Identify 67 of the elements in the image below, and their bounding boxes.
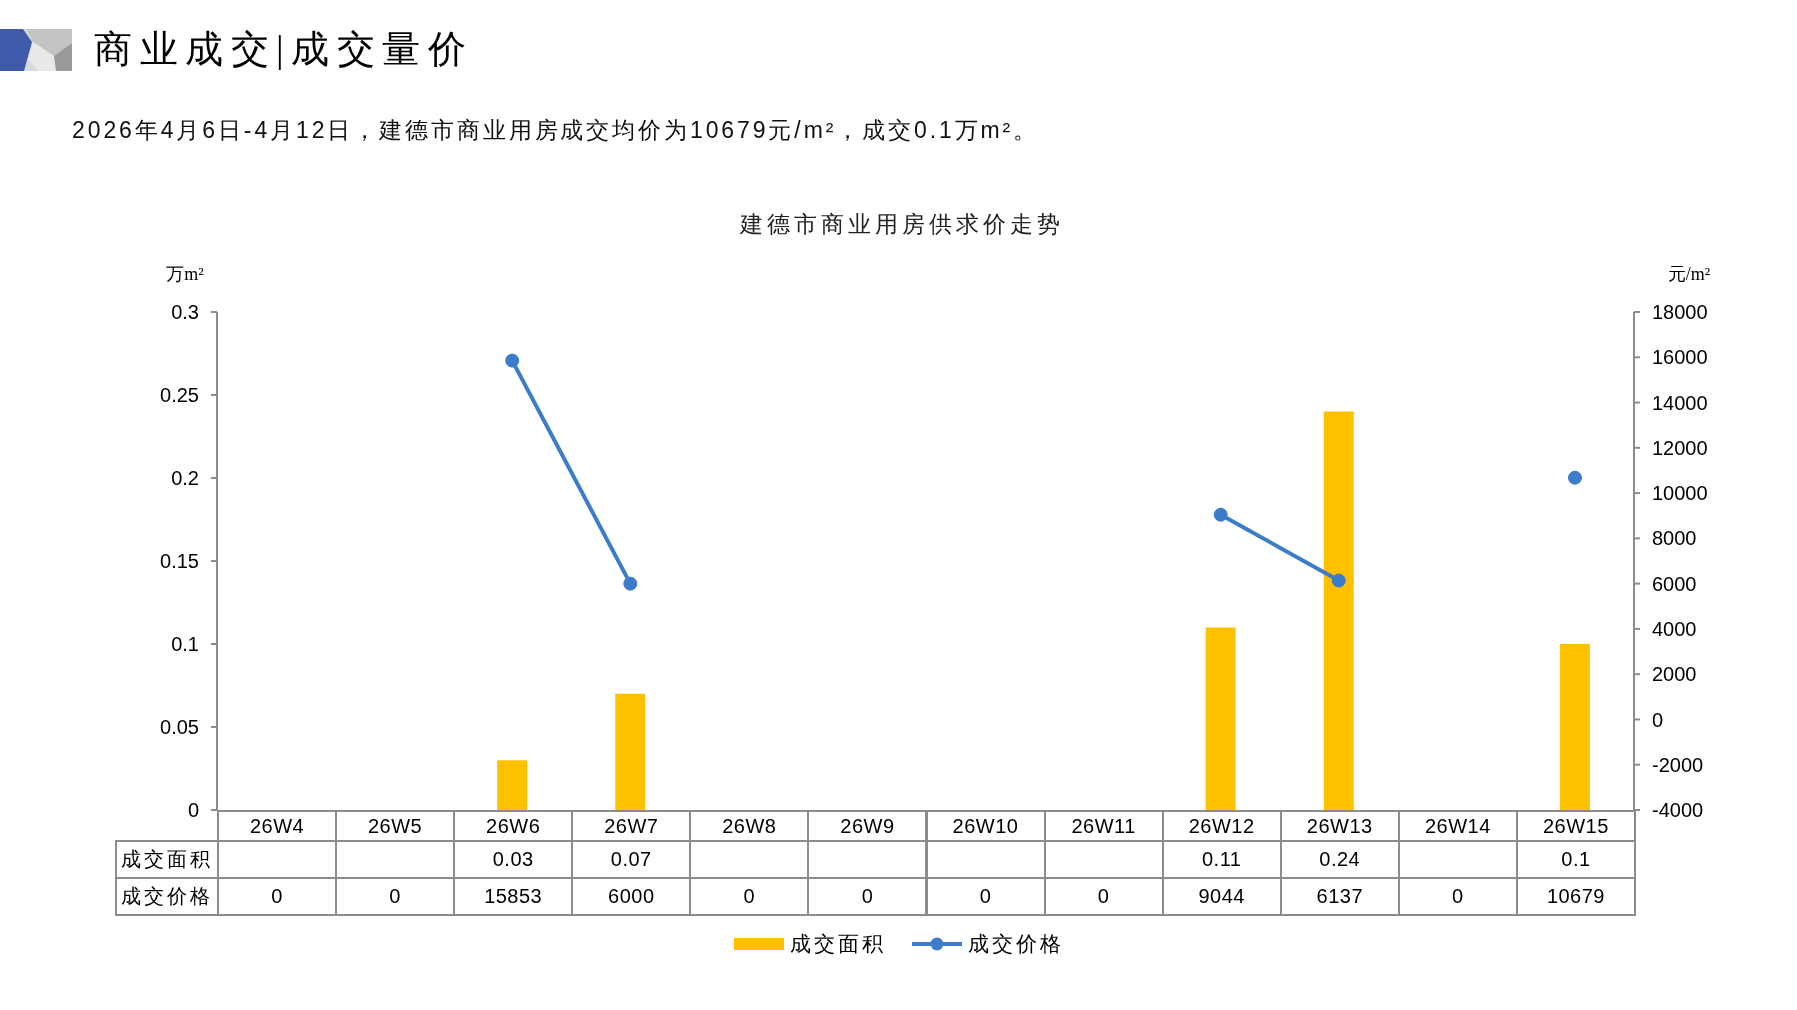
bar xyxy=(615,693,646,810)
chart-subtitle: 2026年4月6日-4月12日，建德市商业用房成交均价为10679元/m²，成交0.1万m²。 xyxy=(72,116,1040,145)
x-tick-label: 26W10 xyxy=(952,814,1019,838)
data-label: 0.24 xyxy=(1319,848,1361,871)
data-label: 15853 xyxy=(484,885,543,908)
y2-tick-label: -4000 xyxy=(1652,799,1704,822)
y2-tick-label: 6000 xyxy=(1652,572,1697,595)
y-tick-label: 0.2 xyxy=(171,467,199,490)
y2-tick-label: 8000 xyxy=(1652,527,1697,550)
data-label: 0.03 xyxy=(492,848,534,871)
text: 0 xyxy=(1452,885,1464,907)
legend-label: 成交价格 xyxy=(967,931,1064,958)
data-label: 0.07 xyxy=(610,848,652,871)
chart-title: 建德市商业用房供求价走势 xyxy=(738,211,1065,239)
bar xyxy=(1323,411,1354,810)
x-tick-label: 26W13 xyxy=(1306,814,1373,838)
x-tick-label: 26W9 xyxy=(840,814,895,838)
bar xyxy=(1559,644,1590,810)
text: 0 xyxy=(861,885,874,907)
point xyxy=(1331,573,1346,588)
x-tick-label: 26W11 xyxy=(1071,814,1136,838)
text: 0 xyxy=(979,885,992,907)
data-label: 0.11 xyxy=(1201,848,1242,871)
point xyxy=(1213,507,1228,522)
bar xyxy=(1205,627,1236,810)
y2-tick-label: 18000 xyxy=(1652,301,1708,324)
data-label: 9044 xyxy=(1198,885,1245,908)
y2-tick-label: 16000 xyxy=(1652,346,1708,369)
x-tick-label: 26W15 xyxy=(1543,814,1609,838)
x-tick-label: 26W7 xyxy=(604,814,659,838)
point xyxy=(505,353,520,368)
text: 商业成交|成交量价 xyxy=(94,27,474,72)
y-tick-label: 0.15 xyxy=(160,550,199,573)
data-label: 10679 xyxy=(1546,885,1605,908)
data-label: 6000 xyxy=(608,885,655,908)
x-tick-label: 26W5 xyxy=(367,814,423,838)
text: 0 xyxy=(1097,885,1110,907)
text: 成交价格 xyxy=(121,885,213,907)
y-tick-label: 0.1 xyxy=(171,633,199,656)
text: 0 xyxy=(389,885,401,907)
y-tick-label: 0.05 xyxy=(160,716,199,739)
x-tick-label: 26W14 xyxy=(1424,814,1491,838)
y2-tick-label: 2000 xyxy=(1652,663,1697,686)
y2-tick-label: -2000 xyxy=(1652,753,1704,776)
x-tick-label: 26W4 xyxy=(249,814,305,838)
text: 成交面积 xyxy=(121,848,213,870)
x-tick-label: 26W6 xyxy=(486,814,541,838)
y-axis-title: 万m² xyxy=(165,263,205,286)
point xyxy=(1567,470,1582,485)
data-label: 0.1 xyxy=(1561,848,1591,871)
text: 0 xyxy=(743,885,756,907)
point xyxy=(623,576,638,591)
y2-tick-label: 4000 xyxy=(1652,618,1697,641)
data-label: 6137 xyxy=(1316,885,1364,908)
y2-tick-label: 0 xyxy=(1652,708,1664,731)
legend-label: 成交面积 xyxy=(789,931,886,958)
y2-tick-label: 12000 xyxy=(1652,436,1708,459)
y-tick-label: 0.25 xyxy=(160,384,199,407)
x-tick-label: 26W8 xyxy=(722,814,777,838)
y2-axis-title: 元/m² xyxy=(1666,263,1712,286)
y-tick-label: 0.3 xyxy=(171,301,199,324)
y-tick-label: 0 xyxy=(187,799,199,822)
text: 0 xyxy=(271,885,283,907)
x-tick-label: 26W12 xyxy=(1188,814,1255,838)
y2-tick-label: 14000 xyxy=(1652,391,1708,414)
y2-tick-label: 10000 xyxy=(1652,482,1708,505)
bar xyxy=(497,760,528,810)
